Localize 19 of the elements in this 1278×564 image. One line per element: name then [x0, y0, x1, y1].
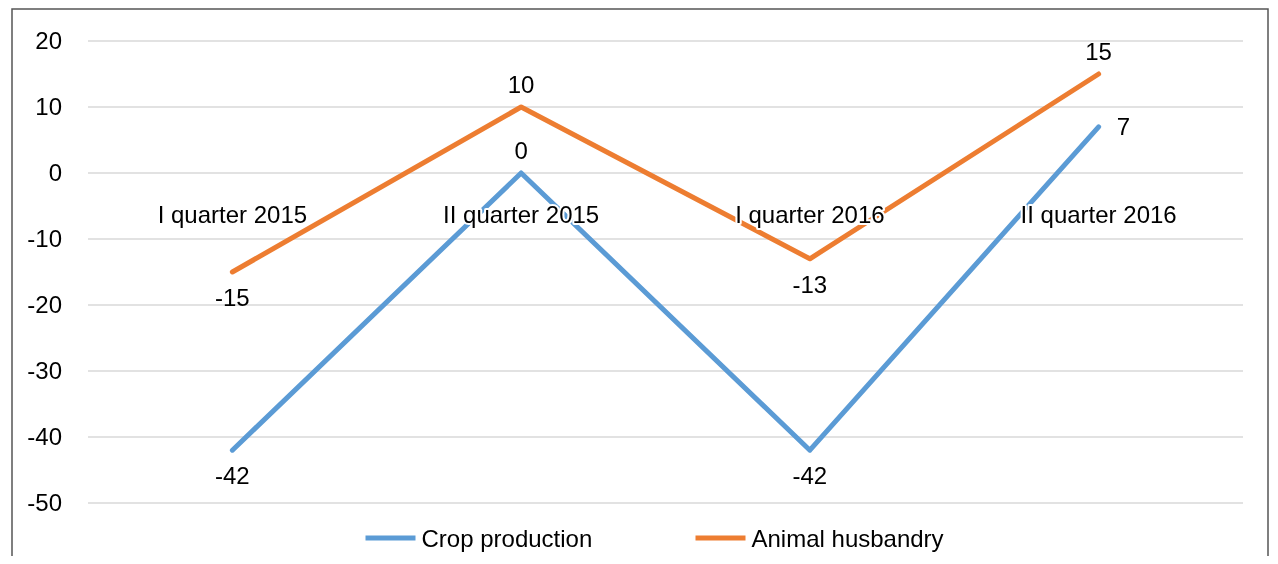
legend-label: Animal husbandry: [751, 525, 944, 552]
y-tick-label: 0: [48, 159, 62, 186]
data-label: -15: [215, 284, 250, 311]
y-tick-label: 20: [35, 27, 62, 54]
x-tick-label: I quarter 2015: [157, 201, 308, 228]
data-label: 0: [514, 137, 528, 164]
legend-label: Crop production: [421, 525, 593, 552]
y-tick-label: -30: [27, 357, 62, 384]
y-tick-label: -20: [27, 291, 62, 318]
data-label: -42: [792, 462, 828, 490]
y-tick-label: -50: [27, 489, 62, 516]
data-label: 10: [507, 71, 535, 98]
data-label: 7: [1116, 112, 1130, 140]
data-label: 15: [1085, 38, 1112, 65]
y-tick-label: -40: [27, 423, 62, 450]
data-label: -42: [215, 462, 250, 490]
y-tick-label: 10: [35, 93, 62, 120]
y-tick-label: -10: [27, 225, 62, 252]
data-label: -13: [792, 270, 828, 298]
